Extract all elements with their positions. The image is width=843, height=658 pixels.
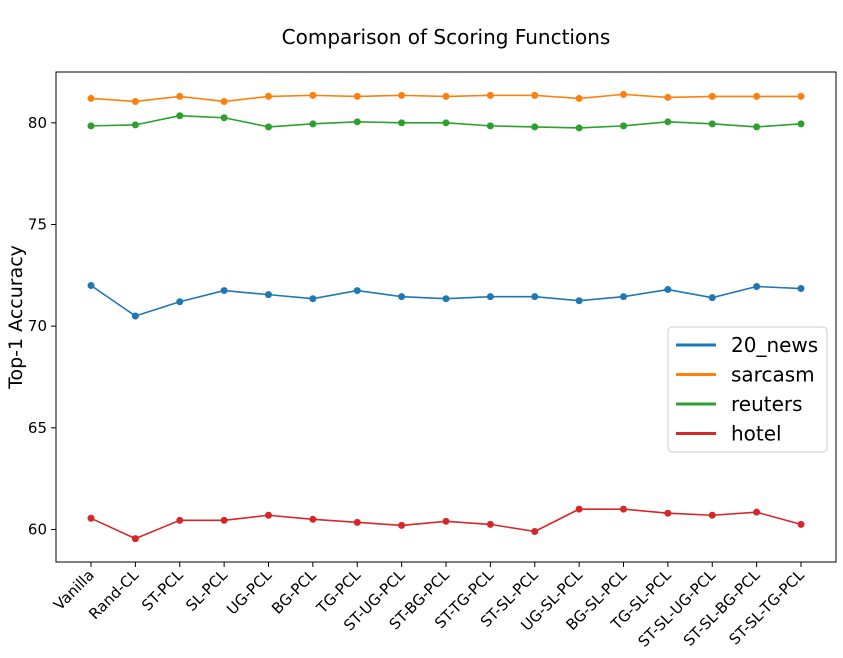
data-point-hotel (531, 528, 539, 536)
data-point-20_news (708, 294, 716, 302)
data-point-hotel (708, 511, 716, 519)
x-axis: VanillaRand-CLST-PCLSL-PCLUG-PCLBG-PCLTG… (50, 562, 808, 651)
data-point-sarcasm (797, 92, 805, 100)
data-point-hotel (486, 520, 494, 528)
data-point-reuters (575, 124, 583, 132)
data-point-20_news (87, 281, 95, 289)
y-tick-label: 60 (28, 520, 47, 538)
data-point-reuters (797, 120, 805, 128)
data-point-sarcasm (531, 91, 539, 99)
data-point-hotel (87, 514, 95, 522)
legend-label-20_news: 20_news (731, 333, 818, 357)
data-point-sarcasm (220, 97, 228, 105)
legend-label-hotel: hotel (731, 422, 782, 446)
data-point-hotel (753, 508, 761, 516)
data-point-20_news (265, 291, 272, 299)
y-axis: 60 65 70 75 80 (28, 114, 56, 538)
y-tick-label: 70 (28, 317, 47, 335)
series-hotel (87, 505, 805, 543)
data-point-20_news (309, 295, 317, 303)
data-point-sarcasm (442, 92, 450, 100)
data-point-reuters (442, 119, 450, 127)
data-point-hotel (398, 521, 406, 529)
data-point-20_news (486, 293, 494, 301)
data-point-hotel (664, 509, 672, 517)
legend-box (667, 326, 828, 453)
data-point-sarcasm (87, 94, 95, 102)
data-point-20_news (753, 283, 761, 291)
y-tick-label: 65 (28, 419, 47, 437)
data-point-sarcasm (664, 93, 672, 101)
data-point-hotel (265, 511, 272, 519)
x-tick-label: ST-SL-UG-PCL (634, 566, 719, 651)
data-point-sarcasm (398, 91, 406, 99)
data-point-hotel (442, 517, 450, 525)
plot-area-frame (55, 71, 837, 563)
series-sarcasm (87, 90, 805, 105)
data-point-hotel (220, 516, 228, 524)
data-point-reuters (220, 114, 228, 122)
data-point-reuters (87, 122, 95, 130)
data-point-reuters (486, 122, 494, 130)
x-tick-label: UG-PCL (223, 566, 276, 619)
data-point-20_news (220, 287, 228, 295)
data-point-20_news (531, 293, 539, 301)
data-point-sarcasm (309, 91, 317, 99)
series-20_news (87, 281, 805, 320)
series-reuters (87, 112, 805, 132)
data-point-hotel (353, 518, 361, 526)
data-point-hotel (575, 505, 583, 513)
data-point-20_news (575, 297, 583, 305)
legend-label-reuters: reuters (731, 392, 803, 416)
y-axis-label: Top-1 Accuracy (5, 245, 27, 390)
data-point-reuters (353, 118, 361, 126)
data-point-reuters (398, 119, 406, 127)
data-point-sarcasm (753, 92, 761, 100)
data-point-20_news (131, 312, 139, 320)
y-tick-label: 80 (28, 114, 47, 132)
data-point-reuters (753, 123, 761, 131)
data-point-hotel (797, 520, 805, 528)
data-point-20_news (353, 287, 361, 295)
data-point-reuters (664, 118, 672, 126)
x-tick-label: BG-PCL (268, 566, 320, 618)
data-point-reuters (265, 123, 272, 131)
chart-title: Comparison of Scoring Functions (282, 25, 611, 49)
data-point-hotel (309, 515, 317, 523)
data-point-20_news (442, 295, 450, 303)
data-point-sarcasm (353, 92, 361, 100)
series-layer (87, 90, 805, 543)
data-point-20_news (620, 293, 627, 301)
data-point-sarcasm (131, 97, 139, 105)
data-point-20_news (664, 286, 672, 294)
data-point-reuters (309, 120, 317, 128)
data-point-20_news (797, 285, 805, 293)
data-point-sarcasm (620, 90, 627, 98)
data-point-20_news (176, 298, 184, 306)
data-point-reuters (176, 112, 184, 120)
data-point-reuters (708, 120, 716, 128)
legend-label-sarcasm: sarcasm (731, 363, 815, 387)
data-point-hotel (620, 505, 627, 513)
x-tick-label: ST-PCL (138, 566, 187, 615)
data-point-reuters (531, 123, 539, 131)
data-point-reuters (131, 121, 139, 129)
data-point-sarcasm (575, 94, 583, 102)
data-point-sarcasm (708, 92, 716, 100)
data-point-reuters (620, 122, 627, 130)
data-point-20_news (398, 293, 406, 301)
y-tick-label: 75 (28, 215, 47, 233)
x-tick-label: ST-SL-BG-PCL (680, 566, 764, 650)
x-tick-label: Rand-CL (85, 566, 142, 623)
data-point-sarcasm (176, 92, 184, 100)
data-point-hotel (176, 516, 184, 524)
data-point-hotel (131, 535, 139, 543)
data-point-sarcasm (486, 91, 494, 99)
data-point-sarcasm (265, 92, 272, 100)
